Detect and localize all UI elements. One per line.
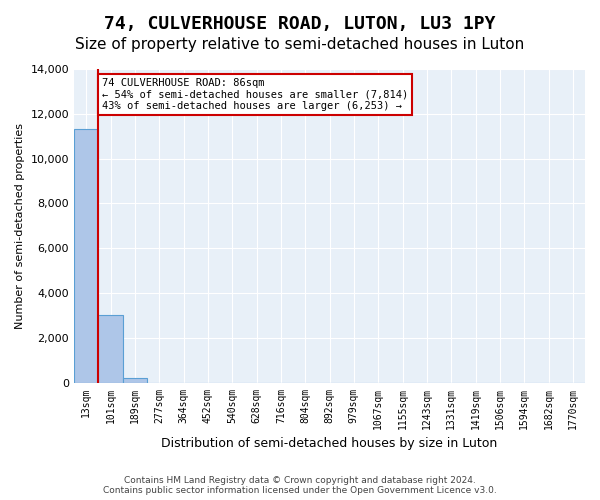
Text: 74 CULVERHOUSE ROAD: 86sqm
← 54% of semi-detached houses are smaller (7,814)
43%: 74 CULVERHOUSE ROAD: 86sqm ← 54% of semi… — [102, 78, 408, 111]
Bar — [98, 316, 123, 382]
Bar — [74, 130, 98, 382]
X-axis label: Distribution of semi-detached houses by size in Luton: Distribution of semi-detached houses by … — [161, 437, 497, 450]
Text: 74, CULVERHOUSE ROAD, LUTON, LU3 1PY: 74, CULVERHOUSE ROAD, LUTON, LU3 1PY — [104, 15, 496, 33]
Y-axis label: Number of semi-detached properties: Number of semi-detached properties — [15, 123, 25, 329]
Bar — [123, 378, 147, 382]
Text: Contains HM Land Registry data © Crown copyright and database right 2024.
Contai: Contains HM Land Registry data © Crown c… — [103, 476, 497, 495]
Text: Size of property relative to semi-detached houses in Luton: Size of property relative to semi-detach… — [76, 38, 524, 52]
